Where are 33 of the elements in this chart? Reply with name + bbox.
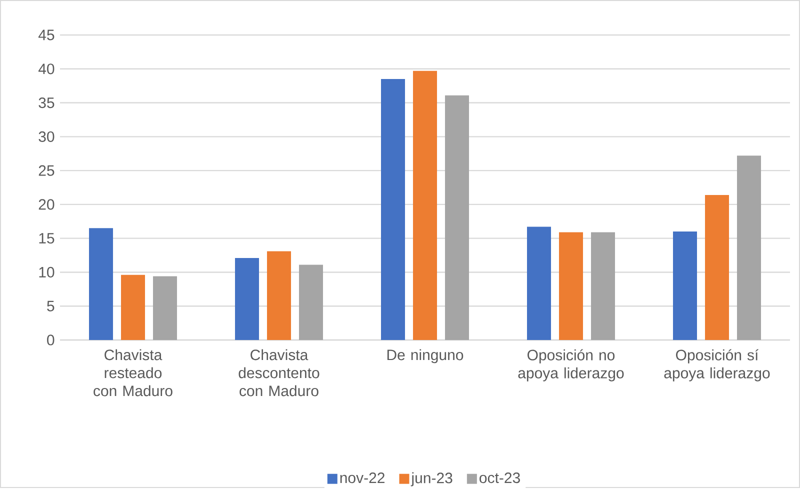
y-tick-label: 35 [38, 97, 54, 108]
bar [445, 95, 469, 340]
bar [672, 231, 697, 340]
y-tick-label: 15 [39, 232, 54, 244]
y-tick-label: 30 [38, 131, 54, 142]
y-tick-label: 10 [39, 266, 54, 278]
bar [591, 232, 615, 340]
y-tick-label: 0 [47, 334, 54, 346]
bar [527, 226, 551, 340]
x-tick-label: Chavista resteado con Maduro [94, 348, 172, 396]
bar [705, 194, 729, 340]
bar [559, 232, 583, 340]
bar [235, 258, 260, 340]
legend-label: oct-23 [480, 472, 520, 483]
y-tick-label: 5 [47, 300, 54, 312]
x-tick-label: Oposición no apoya liderazgo [518, 348, 624, 382]
bar [153, 276, 178, 340]
y-tick-label: 20 [38, 198, 54, 210]
y-tick-label: 40 [38, 63, 54, 74]
bar [267, 251, 292, 340]
bar [413, 70, 438, 340]
bar [736, 155, 761, 340]
x-tick-label: Chavista descontento con Maduro [238, 348, 320, 396]
x-tick-label: De ninguno [387, 348, 464, 363]
y-tick-label: 25 [38, 165, 54, 176]
bar [89, 228, 114, 340]
bar [299, 264, 324, 340]
x-tick-label: Oposición sí apoya liderazgo [664, 348, 770, 382]
y-tick-label: 45 [38, 30, 54, 40]
legend-label: nov-22 [340, 472, 384, 483]
legend-label: jun-23 [410, 472, 452, 486]
bar [381, 78, 405, 340]
bar [121, 274, 146, 340]
